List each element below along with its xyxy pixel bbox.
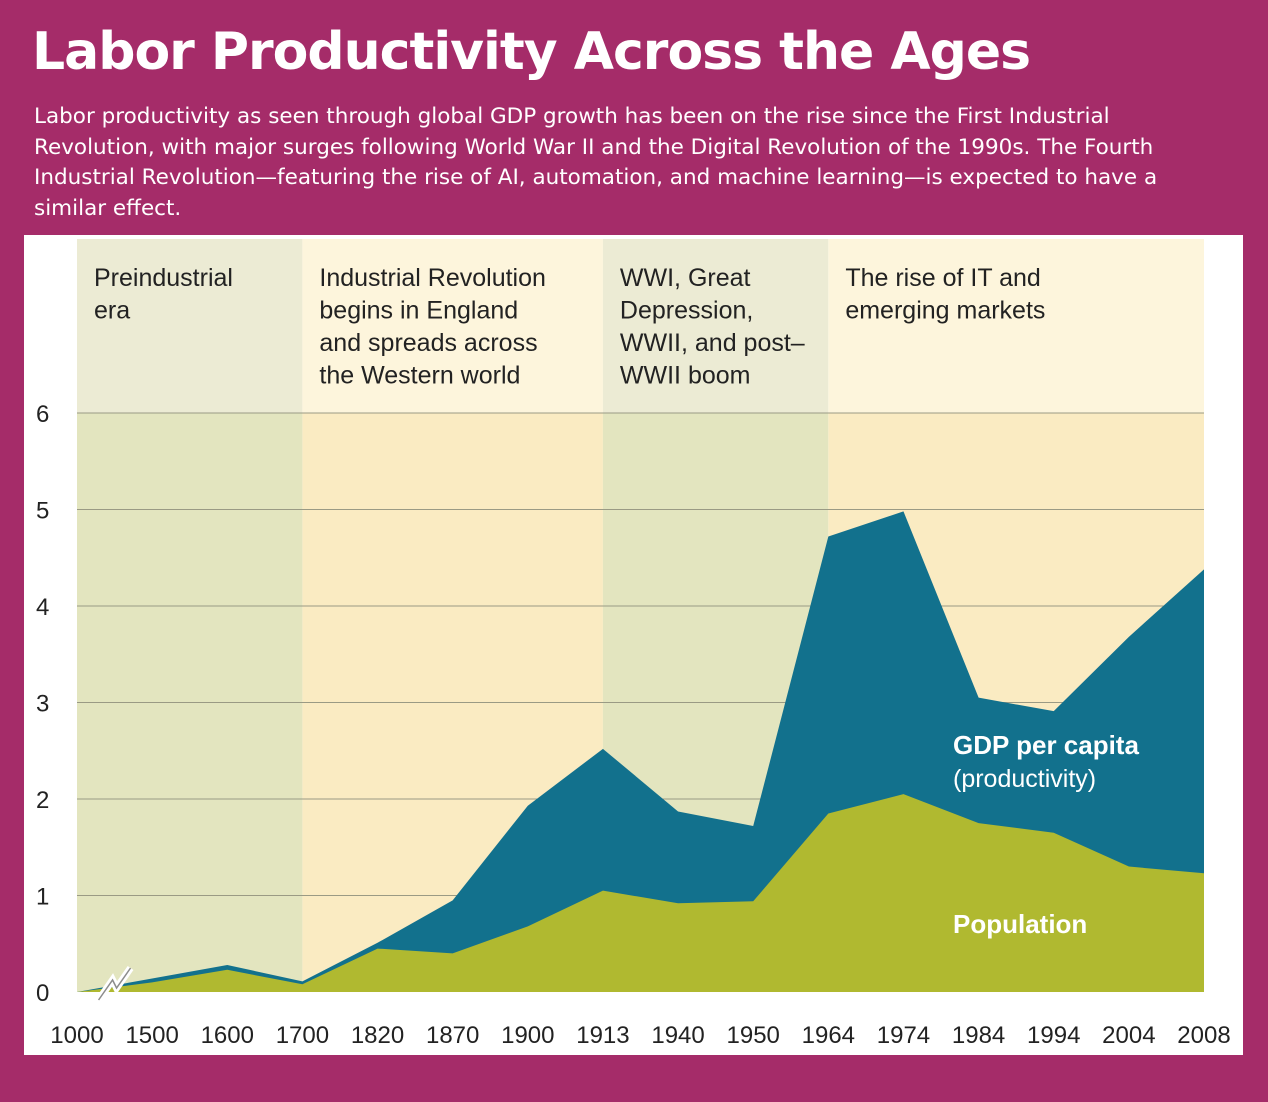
era-label-line: era xyxy=(94,297,130,325)
era-band-top-1 xyxy=(302,239,603,413)
population-area xyxy=(77,794,1204,992)
x-tick-label-1820: 1820 xyxy=(351,1022,404,1049)
x-tick-label-1913: 1913 xyxy=(576,1022,629,1049)
population-series-label: Population xyxy=(953,909,1087,939)
gdp-series-sublabel: (productivity) xyxy=(953,765,1096,793)
era-label-1: Industrial Revolution begins in England an… xyxy=(319,264,546,390)
era-label-line: and spreads across xyxy=(319,329,537,357)
axis-break-icon xyxy=(97,967,132,1001)
x-tick-label-1870: 1870 xyxy=(426,1022,479,1049)
y-tick-label-4: 4 xyxy=(36,594,49,621)
page-subtitle: Labor productivity as seen through globa… xyxy=(34,104,1158,221)
x-tick-label-1700: 1700 xyxy=(276,1022,329,1049)
era-label-line: The rise of IT and xyxy=(845,264,1040,292)
productivity-area-chart: 0 1 2 3 4 5 6 1000 1500 1600 1700 1820 1870 1900 1913 1… xyxy=(36,239,1231,1049)
x-tick-label-1950: 1950 xyxy=(727,1022,780,1049)
gdp-series-label: GDP per capita xyxy=(953,730,1139,760)
era-label-line: Industrial Revolution xyxy=(319,264,546,292)
x-tick-label-1964: 1964 xyxy=(802,1022,855,1049)
x-tick-label-1974: 1974 xyxy=(877,1022,930,1049)
era-label-line: emerging markets xyxy=(845,297,1045,325)
x-tick-label-1984: 1984 xyxy=(952,1022,1005,1049)
chart-panel: 0 1 2 3 4 5 6 1000 1500 1600 1700 1820 1870 1900 1913 1… xyxy=(24,235,1243,1055)
page-title: Labor Productivity Across the Ages xyxy=(32,22,1031,82)
y-tick-label-2: 2 xyxy=(36,787,49,814)
era-band-top-2 xyxy=(602,239,829,413)
era-band-top-3 xyxy=(828,239,1204,413)
era-label-2: WWI, Great Depression, WWII, and post– WWII… xyxy=(620,264,805,390)
y-tick-label-5: 5 xyxy=(36,498,49,525)
era-label-line: WWII boom xyxy=(620,362,751,390)
x-tick-label-1600: 1600 xyxy=(201,1022,254,1049)
x-tick-label-1940: 1940 xyxy=(651,1022,704,1049)
era-label-line: WWI, Great xyxy=(620,264,751,292)
x-tick-label-1500: 1500 xyxy=(125,1022,178,1049)
era-label-3: The rise of IT and emerging markets xyxy=(845,264,1045,325)
x-tick-label-1000: 1000 xyxy=(50,1022,103,1049)
x-tick-label-2004: 2004 xyxy=(1102,1022,1155,1049)
x-tick-label-1994: 1994 xyxy=(1027,1022,1080,1049)
era-label-line: WWII, and post– xyxy=(620,329,805,357)
era-label-0: Preindustrial era xyxy=(94,264,233,325)
era-label-line: Depression, xyxy=(620,297,753,325)
era-label-line: begins in England xyxy=(319,297,518,325)
era-label-line: the Western world xyxy=(319,362,520,390)
era-band-top-0 xyxy=(77,239,303,413)
x-tick-label-1900: 1900 xyxy=(501,1022,554,1049)
y-tick-label-1: 1 xyxy=(36,884,49,911)
y-tick-label-6: 6 xyxy=(36,401,49,428)
y-tick-label-0: 0 xyxy=(36,980,49,1007)
y-tick-label-3: 3 xyxy=(36,691,49,718)
x-tick-label-2008: 2008 xyxy=(1177,1022,1230,1049)
era-label-line: Preindustrial xyxy=(94,264,233,292)
